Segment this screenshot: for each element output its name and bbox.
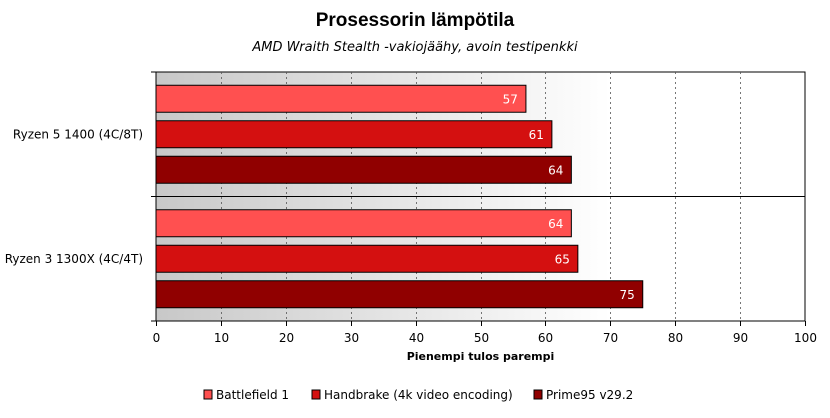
bar <box>155 155 572 184</box>
bar <box>155 209 572 238</box>
legend-label: Handbrake (4k video encoding) <box>324 388 513 402</box>
x-tick-label: 80 <box>668 331 683 345</box>
x-tick-label: 60 <box>538 331 553 345</box>
bars: 57 61 64 64 65 75 <box>155 84 644 309</box>
x-axis-title: Pienempi tulos parempi <box>407 350 555 363</box>
x-tick-label: 10 <box>214 331 229 345</box>
bar-value-label: 61 <box>529 128 544 142</box>
x-tick-label: 90 <box>733 331 748 345</box>
legend-swatch <box>533 389 543 400</box>
legend-label: Battlefield 1 <box>216 388 289 402</box>
x-tick-label: 100 <box>794 331 817 345</box>
category-label: Ryzen 5 1400 (4C/8T) <box>13 127 143 141</box>
x-tick-label: 30 <box>344 331 359 345</box>
bar <box>155 120 553 149</box>
bar-value-label: 57 <box>503 92 518 106</box>
bar-value-label: 65 <box>555 252 570 266</box>
axes: 0 10 20 30 40 50 60 70 80 90 100 Ryzen 5 1400 (4C/8… <box>5 71 817 363</box>
x-tick-label: 50 <box>474 331 489 345</box>
legend: Battlefield 1 Handbrake (4k video encodin… <box>203 388 633 402</box>
legend-swatch <box>311 389 321 400</box>
bar <box>155 84 527 113</box>
x-tick-label: 70 <box>603 331 618 345</box>
chart-title: Prosessorin lämpötila <box>315 10 515 31</box>
legend-swatch <box>203 389 213 400</box>
bar <box>155 244 579 273</box>
category-label: Ryzen 3 1300X (4C/4T) <box>5 252 143 266</box>
bar-value-label: 64 <box>548 163 563 177</box>
bar <box>155 280 644 309</box>
x-tick-label: 20 <box>279 331 294 345</box>
legend-label: Prime95 v29.2 <box>546 388 633 402</box>
x-tick-label: 40 <box>409 331 424 345</box>
bar-value-label: 64 <box>548 217 563 231</box>
bar-value-label: 75 <box>619 288 634 302</box>
x-tick-label: 0 <box>153 331 161 345</box>
gridlines <box>221 72 741 321</box>
chart-subtitle: AMD Wraith Stealth -vakiojäähy, avoin te… <box>252 40 578 55</box>
